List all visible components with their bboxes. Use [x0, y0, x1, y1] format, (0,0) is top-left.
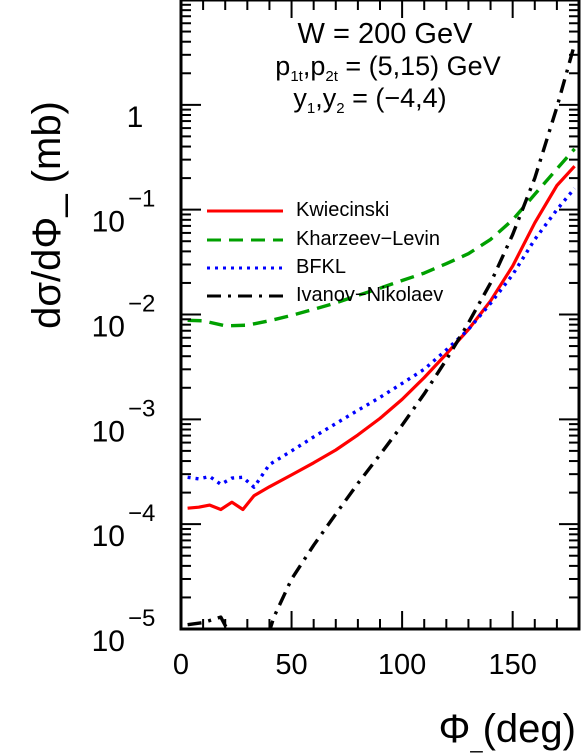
x-tick-label: 100 [378, 649, 426, 681]
y-tick-label: 10 [92, 625, 125, 658]
y-tick-label: 10 [92, 520, 125, 553]
annotation-momenta: p1t,p2t = (5,15) GeV [275, 51, 500, 85]
y-tick-label: 1 [127, 101, 144, 134]
x-tick-label: 50 [275, 649, 307, 681]
legend-label-kharzeev-levin: Kharzeev−Levin [296, 228, 440, 250]
series-line-kwiecinski [187, 165, 576, 512]
y-tick-exponent: −3 [128, 395, 155, 422]
y-tick-exponent: −4 [128, 500, 155, 527]
y-tick-label: 10 [92, 415, 125, 448]
y-axis-label: dσ/dΦ_ (mb) [25, 101, 69, 329]
legend-item-bfkl: BFKL [207, 256, 346, 278]
x-tick-label: 150 [488, 649, 536, 681]
tick-layer [180, 0, 580, 630]
y-tick-exponent: −1 [128, 186, 155, 213]
series-layer [187, 43, 577, 629]
x-tick-label: 0 [173, 649, 189, 681]
series-line-kharzeev-levin [187, 147, 576, 328]
series-line-bfkl [187, 187, 576, 489]
ylabel: dσ/dΦ_ (mb) [25, 101, 69, 329]
annotation-energy: W = 200 GeV [298, 18, 474, 50]
y-tick-exponent: −5 [128, 605, 155, 632]
y-tick-exponent: −2 [128, 291, 155, 318]
legend: Kwiecinski Kharzeev−Levin BFKL Ivanov−Ni… [207, 199, 443, 306]
x-axis-label: Φ_(deg) [438, 707, 576, 753]
plot-frame [179, 0, 581, 631]
legend-item-kwiecinski: Kwiecinski [207, 199, 389, 221]
y-tick-label: 10 [92, 206, 125, 239]
legend-item-kharzeev-levin: Kharzeev−Levin [207, 228, 440, 250]
legend-item-ivanov-nikolaev: Ivanov−Nikolaev [207, 284, 443, 306]
legend-label-bfkl: BFKL [296, 256, 346, 278]
legend-label-ivanov-nikolaev: Ivanov−Nikolaev [296, 284, 443, 306]
y-tick-label: 10 [92, 311, 125, 344]
series-line-ivanov-nikolaev [187, 43, 577, 629]
annotation-rapidities: y1,y2 = (−4,4) [293, 83, 446, 117]
annotation-block: W = 200 GeV p1t,p2t = (5,15) GeV y1,y2 =… [275, 18, 500, 117]
legend-label-kwiecinski: Kwiecinski [296, 199, 389, 221]
